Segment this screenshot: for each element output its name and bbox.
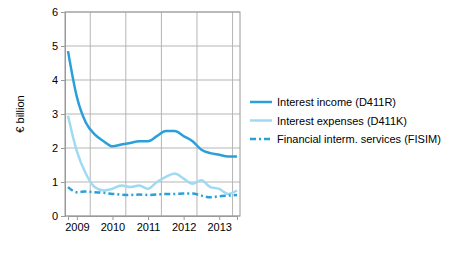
line <box>68 116 237 194</box>
tick-mark <box>61 12 65 13</box>
grid-line <box>90 12 91 216</box>
tick-mark <box>61 182 65 183</box>
tick: 4 <box>52 74 65 86</box>
line <box>68 187 237 197</box>
x-axis: 2009 2010 2011 2012 2013 <box>65 216 237 233</box>
tick-mark <box>184 216 185 220</box>
tick-mark <box>61 216 65 217</box>
tick-label: 1 <box>52 176 58 188</box>
axis-line <box>69 217 238 221</box>
legend-item: Financial interm. services (FISIM) <box>250 133 441 145</box>
tick-label: 2009 <box>65 221 89 233</box>
axis-title: € billion <box>14 95 26 132</box>
tick-label: 2 <box>52 142 58 154</box>
tick-mark <box>61 114 65 115</box>
tick-label: 2011 <box>137 221 161 233</box>
grid <box>65 12 240 216</box>
tick-mark <box>77 216 78 220</box>
grid-line <box>161 12 162 216</box>
grid-line <box>65 148 240 149</box>
tick-label: 2013 <box>207 221 231 233</box>
tick-mark <box>61 46 65 47</box>
tick-label: 2010 <box>101 221 125 233</box>
grid-line <box>65 80 240 81</box>
tick: 0 <box>52 210 65 222</box>
tick: 2009 <box>65 216 89 233</box>
tick-label: 0 <box>52 210 58 222</box>
legend-label: Interest income (D411R) <box>277 96 396 108</box>
legend-label: Financial interm. services (FISIM) <box>277 133 441 145</box>
tick: 2010 <box>101 216 125 233</box>
tick: 2012 <box>172 216 196 233</box>
plot <box>65 12 240 216</box>
tick-label: 4 <box>52 74 58 86</box>
chart: 0 1 2 3 4 5 6 2009 2010 2011 2012 2013 € billion Inte… <box>0 0 454 253</box>
grid-line <box>196 12 197 216</box>
tick-mark <box>148 216 149 220</box>
legend: Interest income (D411R) Interest expenses… <box>250 96 441 145</box>
grid-line <box>65 114 240 115</box>
tick: 3 <box>52 108 65 120</box>
legend-item: Interest expenses (D411K) <box>250 115 407 127</box>
tick: 2 <box>52 142 65 154</box>
legend-item: Interest income (D411R) <box>250 96 396 108</box>
tick: 1 <box>52 176 65 188</box>
tick-label: 6 <box>52 6 58 18</box>
tick-label: 5 <box>52 40 58 52</box>
tick-mark <box>61 80 65 81</box>
tick-mark <box>112 216 113 220</box>
legend-swatch <box>250 101 272 104</box>
line <box>68 51 237 156</box>
legend-label: Interest expenses (D411K) <box>277 115 407 127</box>
tick: 2013 <box>207 216 231 233</box>
tick-label: 3 <box>52 108 58 120</box>
grid-line <box>232 12 233 216</box>
tick-mark <box>219 216 220 220</box>
axis-line <box>61 13 66 217</box>
plot-frame <box>65 12 240 216</box>
grid-line <box>65 46 240 47</box>
tick: 5 <box>52 40 65 52</box>
tick-mark <box>61 148 65 149</box>
lines <box>68 51 237 197</box>
y-axis: 0 1 2 3 4 5 6 <box>52 6 66 222</box>
tick: 2011 <box>137 216 161 233</box>
legend-swatch <box>250 119 272 122</box>
tick-label: 2012 <box>172 221 196 233</box>
tick: 6 <box>52 6 65 18</box>
legend-swatch <box>250 138 272 141</box>
